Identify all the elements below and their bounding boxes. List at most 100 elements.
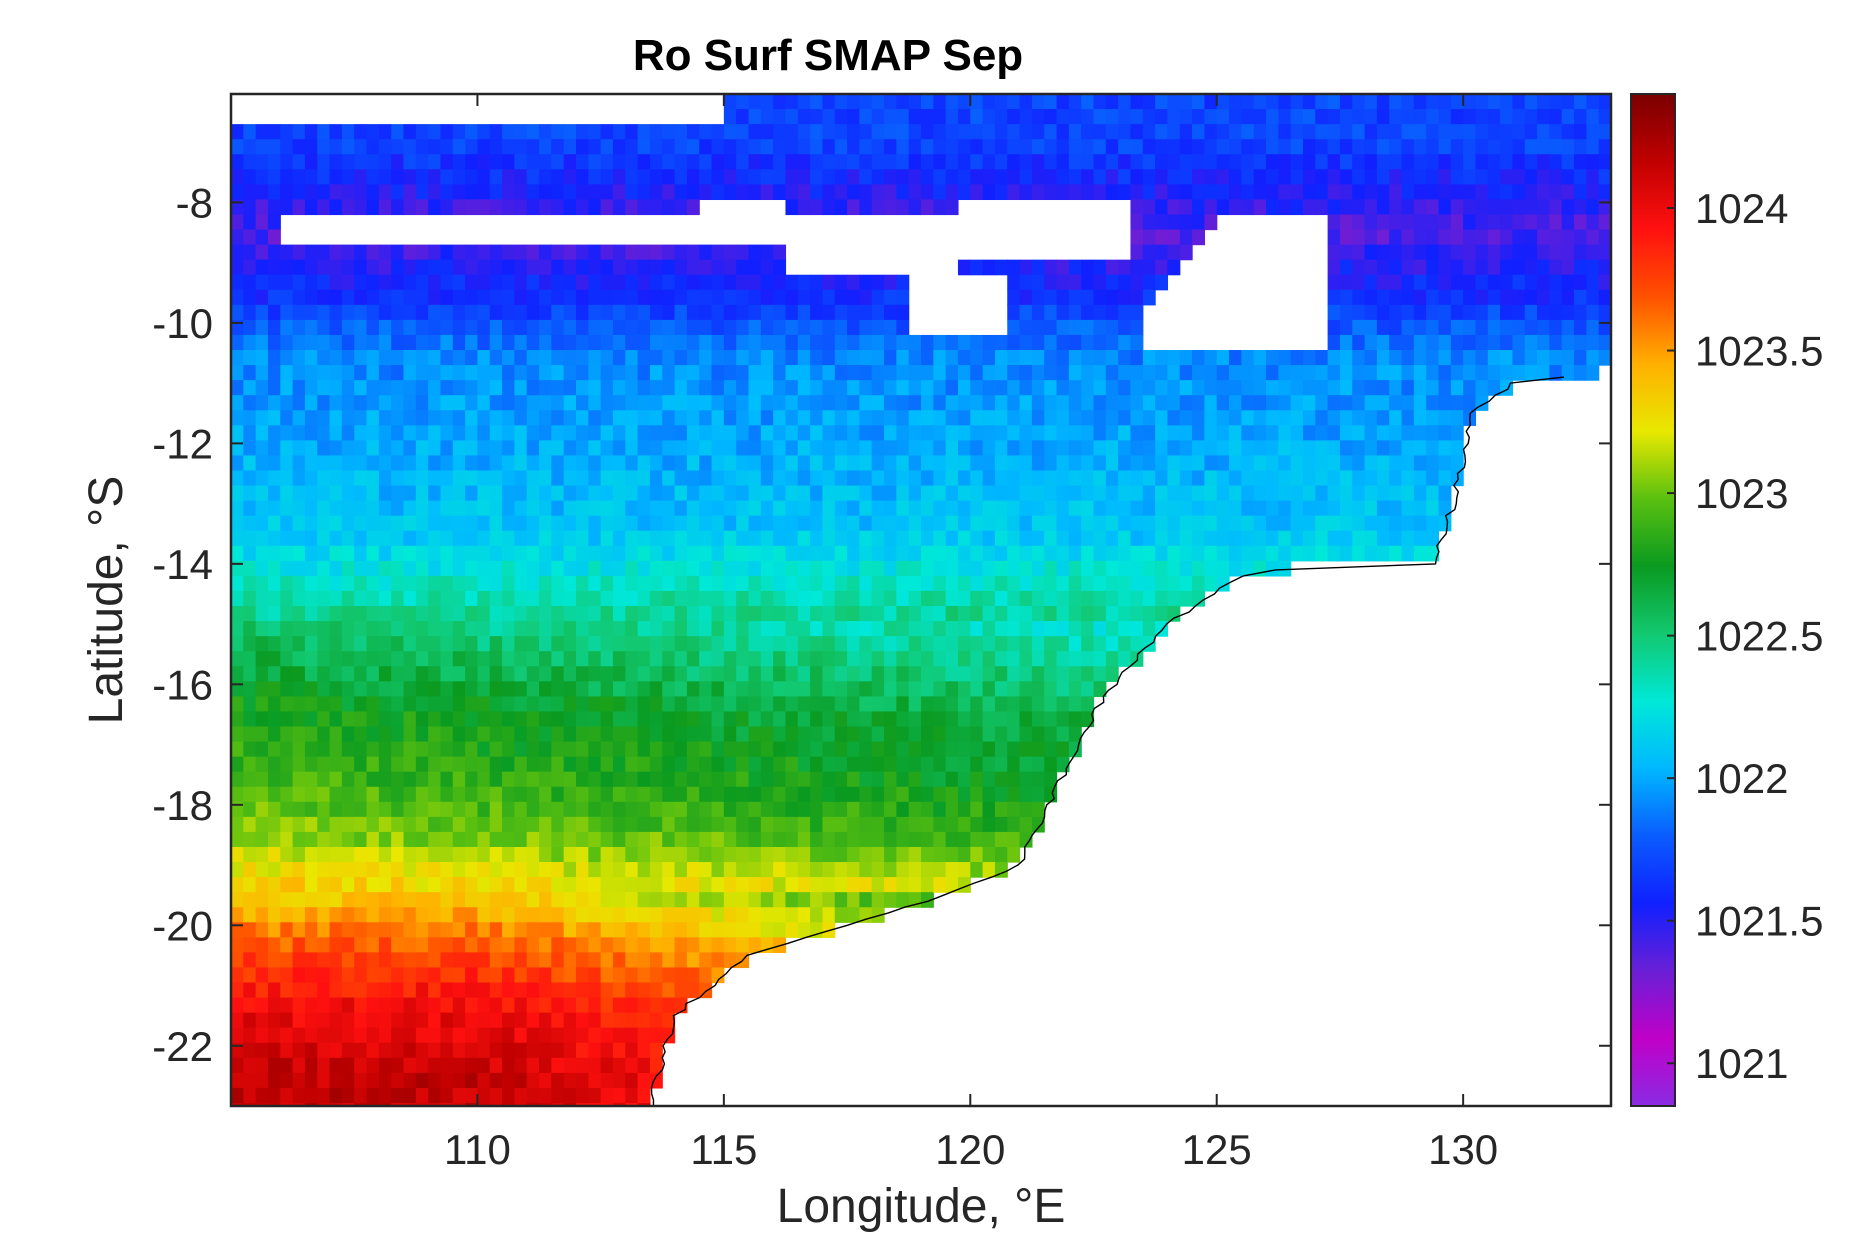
- heatmap-cell: [576, 184, 589, 201]
- heatmap-cell: [391, 470, 405, 487]
- heatmap-cell: [847, 862, 860, 878]
- heatmap-cell: [403, 636, 417, 652]
- heatmap-cell: [1118, 500, 1132, 517]
- heatmap-cell: [452, 651, 466, 667]
- heatmap-cell: [723, 139, 737, 155]
- heatmap-cell: [526, 184, 540, 201]
- heatmap-cell: [243, 952, 257, 969]
- heatmap-cell: [292, 982, 306, 999]
- heatmap-cell: [391, 425, 405, 441]
- heatmap-cell: [1130, 94, 1144, 110]
- heatmap-cell: [378, 621, 392, 637]
- heatmap-cell: [440, 244, 454, 261]
- heatmap-cell: [600, 169, 614, 185]
- heatmap-cell: [896, 726, 910, 743]
- heatmap-cell: [1339, 365, 1353, 381]
- heatmap-cell: [477, 560, 491, 577]
- heatmap-cell: [834, 696, 848, 713]
- heatmap-cell: [773, 440, 787, 457]
- heatmap-cell: [1081, 274, 1095, 291]
- heatmap-cell: [1216, 455, 1230, 472]
- heatmap-cell: [871, 560, 885, 577]
- heatmap-cell: [231, 575, 244, 592]
- heatmap-cell: [736, 786, 750, 803]
- heatmap-cell: [502, 801, 515, 818]
- heatmap-cell: [1192, 470, 1205, 487]
- heatmap-cell: [391, 801, 405, 818]
- heatmap-cell: [723, 289, 737, 306]
- heatmap-cell: [1450, 244, 1464, 261]
- heatmap-cell: [637, 515, 651, 532]
- heatmap-cell: [896, 696, 910, 713]
- heatmap-cell: [366, 831, 380, 848]
- heatmap-cell: [612, 515, 626, 532]
- heatmap-cell: [600, 334, 614, 351]
- heatmap-cell: [711, 952, 725, 969]
- heatmap-cell: [1537, 319, 1550, 336]
- heatmap-cell: [403, 982, 417, 999]
- heatmap-cell: [477, 636, 491, 652]
- heatmap-cell: [1142, 455, 1156, 472]
- heatmap-cell: [551, 666, 565, 682]
- heatmap-cell: [600, 545, 614, 562]
- heatmap-cell: [1352, 319, 1366, 336]
- heatmap-cell: [1179, 214, 1193, 231]
- heatmap-cell: [255, 590, 269, 607]
- heatmap-cell: [576, 545, 589, 562]
- heatmap-cell: [231, 982, 244, 999]
- heatmap-cell: [341, 1057, 355, 1074]
- heatmap-cell: [1031, 515, 1045, 532]
- heatmap-cell: [662, 666, 676, 682]
- heatmap-cell: [662, 410, 676, 426]
- heatmap-cell: [1302, 545, 1316, 562]
- heatmap-cell: [280, 184, 294, 201]
- heatmap-cell: [773, 801, 787, 818]
- heatmap-cell: [933, 440, 947, 457]
- heatmap-cell: [1204, 560, 1218, 577]
- heatmap-cell: [440, 440, 454, 457]
- heatmap-cell: [1278, 410, 1292, 426]
- heatmap-cell: [1376, 229, 1390, 246]
- heatmap-cell: [1019, 440, 1033, 457]
- heatmap-cell: [1426, 259, 1440, 276]
- heatmap-cell: [415, 726, 429, 743]
- heatmap-cell: [465, 410, 479, 426]
- heatmap-cell: [514, 470, 528, 487]
- heatmap-cell: [280, 681, 294, 697]
- heatmap-cell: [231, 289, 244, 306]
- heatmap-cell: [366, 1012, 380, 1029]
- heatmap-cell: [797, 786, 811, 803]
- heatmap-cell: [600, 259, 614, 276]
- heatmap-cell: [625, 425, 639, 441]
- heatmap-cell: [847, 304, 860, 321]
- heatmap-cell: [415, 334, 429, 351]
- heatmap-cell: [465, 967, 479, 984]
- heatmap-cell: [317, 139, 331, 155]
- heatmap-cell: [292, 696, 306, 713]
- heatmap-cell: [1278, 139, 1292, 155]
- heatmap-cell: [625, 621, 639, 637]
- heatmap-cell: [1056, 515, 1070, 532]
- heatmap-cell: [576, 139, 589, 155]
- heatmap-cell: [1401, 410, 1415, 426]
- heatmap-cell: [1352, 199, 1366, 216]
- heatmap-cell: [391, 395, 405, 411]
- heatmap-cell: [957, 666, 971, 682]
- heatmap-cell: [267, 741, 281, 758]
- heatmap-cell: [1142, 274, 1156, 291]
- heatmap-cell: [1401, 440, 1415, 457]
- heatmap-cell: [1463, 169, 1477, 185]
- heatmap-cell: [1155, 395, 1169, 411]
- heatmap-cell: [588, 410, 602, 426]
- heatmap-cell: [834, 575, 848, 592]
- heatmap-cell: [1019, 410, 1033, 426]
- heatmap-cell: [686, 154, 700, 170]
- heatmap-cell: [403, 350, 417, 366]
- heatmap-cell: [1241, 425, 1255, 441]
- heatmap-cell: [489, 952, 503, 969]
- heatmap-cell: [391, 259, 405, 276]
- heatmap-cell: [341, 636, 355, 652]
- heatmap-cell: [539, 590, 552, 607]
- heatmap-cell: [699, 259, 713, 276]
- heatmap-cell: [489, 184, 503, 201]
